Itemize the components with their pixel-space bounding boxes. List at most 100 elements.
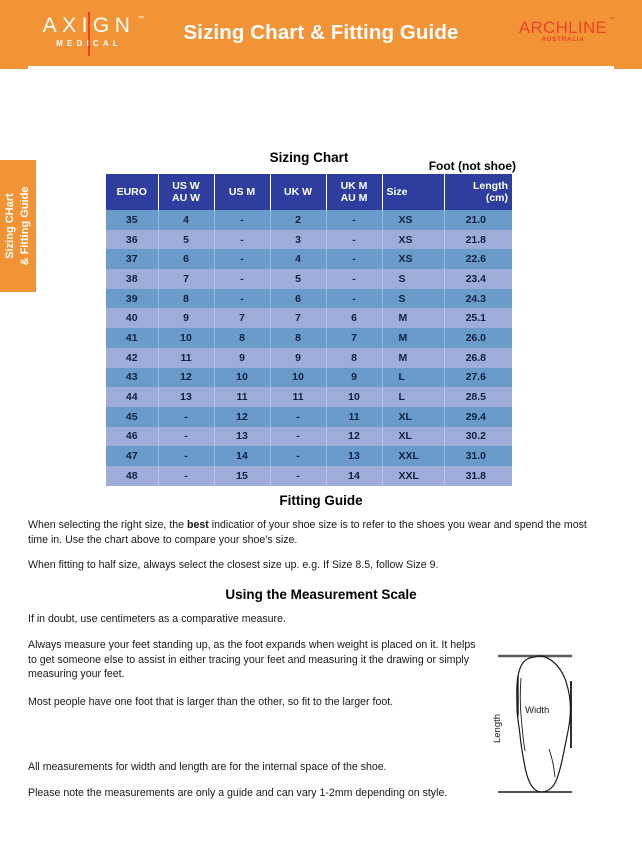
archline-wordmark: ARCHLINE bbox=[518, 18, 608, 37]
table-cell: 46 bbox=[106, 426, 159, 447]
table-cell: 48 bbox=[106, 465, 159, 486]
sizing-chart-title: Sizing Chart bbox=[269, 150, 349, 165]
archline-logo: ARCHLINE ™ AUSTRALIA bbox=[513, 17, 615, 52]
axign-logo: AXIGN ™ MEDICAL bbox=[33, 12, 145, 56]
side-tab-label: Sizing CHart & Fitting Guide bbox=[3, 187, 33, 266]
table-cell: 30.2 bbox=[444, 426, 512, 447]
measurement-scale-heading: Using the Measurement Scale bbox=[225, 587, 417, 602]
width-label: Width bbox=[525, 705, 550, 716]
col-header-line-2: AU W bbox=[172, 192, 200, 204]
table-cell: 8 bbox=[326, 347, 383, 368]
fitting-guide-paragraph-2: When fitting to half size, always select… bbox=[28, 559, 439, 571]
table-row: 39 8-6- S 24.3 bbox=[106, 288, 512, 309]
table-cell: - bbox=[270, 406, 327, 427]
table-cell: 23.4 bbox=[444, 269, 512, 289]
axign-subtitle: MEDICAL bbox=[56, 39, 122, 48]
table-col-header-uk-w: UK W bbox=[270, 174, 327, 210]
table-cell: 7 bbox=[214, 308, 271, 329]
table-cell: 7 bbox=[326, 328, 383, 348]
table-cell: 6 bbox=[326, 308, 383, 329]
archline-trademark-icon: ™ bbox=[609, 17, 615, 23]
table-cell: 28.5 bbox=[444, 387, 512, 407]
page-title: Sizing Chart & Fitting Guide bbox=[183, 21, 459, 44]
table-cell: 9 bbox=[158, 308, 215, 329]
table-cell: 10 bbox=[270, 367, 327, 388]
table-cell: XL bbox=[382, 406, 445, 427]
table-cell: 6 bbox=[158, 249, 215, 270]
table-cell: 27.6 bbox=[444, 367, 512, 388]
table-cell: 12 bbox=[158, 367, 215, 388]
table-cell: - bbox=[270, 465, 327, 486]
table-cell: 22.6 bbox=[444, 249, 512, 270]
table-cell: 5 bbox=[158, 229, 215, 250]
table-cell: 10 bbox=[158, 328, 215, 348]
table-row: 40 9 7 7 6 M 25.1 bbox=[106, 308, 512, 329]
table-cell: 13 bbox=[214, 426, 271, 447]
table-cell: - bbox=[158, 406, 215, 427]
table-cell: 36 bbox=[106, 229, 159, 250]
table-cell: 15 bbox=[214, 465, 271, 486]
table-cell: 26.0 bbox=[444, 328, 512, 348]
table-cell: 7 bbox=[158, 269, 215, 289]
table-cell: 39 bbox=[106, 288, 159, 309]
table-cell: 37 bbox=[106, 249, 159, 270]
table-cell: 14 bbox=[326, 465, 383, 486]
foot-measurement-diagram: Width Length bbox=[492, 645, 622, 830]
table-cell: 13 bbox=[326, 446, 383, 466]
table-cell: 12 bbox=[214, 406, 271, 427]
table-cell: 45 bbox=[106, 406, 159, 427]
table-cell: - bbox=[214, 249, 271, 270]
side-tab-line-1: Sizing CHart bbox=[4, 193, 16, 259]
table-cell: 40 bbox=[106, 308, 159, 329]
table-cell: - bbox=[326, 288, 383, 309]
table-cell: M bbox=[382, 328, 445, 348]
table-cell: 21.8 bbox=[444, 229, 512, 250]
table-col-header-size: Size bbox=[382, 174, 445, 210]
measurement-paragraph-1: If in doubt, use centimeters as a compar… bbox=[28, 613, 286, 625]
table-cell: - bbox=[214, 229, 271, 250]
col-header-line-1: UK W bbox=[284, 186, 312, 198]
table-cell: - bbox=[270, 446, 327, 466]
table-row: 47-14-13 XXL 31.0 bbox=[106, 446, 512, 466]
axign-red-bar bbox=[88, 12, 90, 56]
table-cell: - bbox=[158, 465, 215, 486]
table-col-header-us-w: US W AU W bbox=[158, 174, 215, 210]
table-cell: 3 bbox=[270, 229, 327, 250]
table-row: 41 10 8 8 7 M 26.0 bbox=[106, 328, 512, 348]
measurement-paragraph-5: Please note the measurements are only a … bbox=[28, 787, 448, 799]
table-cell: 44 bbox=[106, 387, 159, 407]
table-col-header-euro: EURO bbox=[106, 174, 159, 210]
table-cell: S bbox=[382, 288, 445, 309]
table-row: 44 13 11 11 10 L 28.5 bbox=[106, 387, 512, 407]
table-cell: XS bbox=[382, 249, 445, 270]
table-cell: XS bbox=[382, 210, 445, 230]
table-cell: 41 bbox=[106, 328, 159, 348]
table-row: 45-12-11 XL 29.4 bbox=[106, 406, 512, 427]
table-cell: 7 bbox=[270, 308, 327, 329]
table-cell: - bbox=[158, 446, 215, 466]
table-cell: 11 bbox=[214, 387, 271, 407]
table-cell: - bbox=[326, 269, 383, 289]
table-cell: 38 bbox=[106, 269, 159, 289]
table-cell: 2 bbox=[270, 210, 327, 230]
table-col-header-uk-m: UK M AU M bbox=[326, 174, 383, 210]
table-cell: 4 bbox=[158, 210, 215, 230]
table-row: 43 12 10 10 9 L 27.6 bbox=[106, 367, 512, 388]
col-header-line-1: Size bbox=[386, 186, 408, 198]
table-cell: 43 bbox=[106, 367, 159, 388]
length-label: Length bbox=[492, 713, 504, 744]
table-col-header-us-m: US M bbox=[214, 174, 271, 210]
table-cell: 11 bbox=[270, 387, 327, 407]
table-cell: L bbox=[382, 367, 445, 388]
axign-wordmark: AXIGN bbox=[42, 14, 136, 37]
col-header-line-2: (cm) bbox=[485, 192, 508, 204]
table-row: 35 4-2- XS 21.0 bbox=[106, 210, 512, 230]
table-cell: 8 bbox=[214, 328, 271, 348]
table-cell: M bbox=[382, 347, 445, 368]
table-row: 38 7-5- S 23.4 bbox=[106, 269, 512, 289]
fitting-guide-paragraph-1: When selecting the right size, the best … bbox=[28, 518, 596, 547]
fitting-guide-heading: Fitting Guide bbox=[279, 493, 363, 508]
table-header-row: EURO US W AU W US M UK W UK M AU M Size Length (c… bbox=[106, 174, 512, 210]
table-cell: 13 bbox=[158, 387, 215, 407]
